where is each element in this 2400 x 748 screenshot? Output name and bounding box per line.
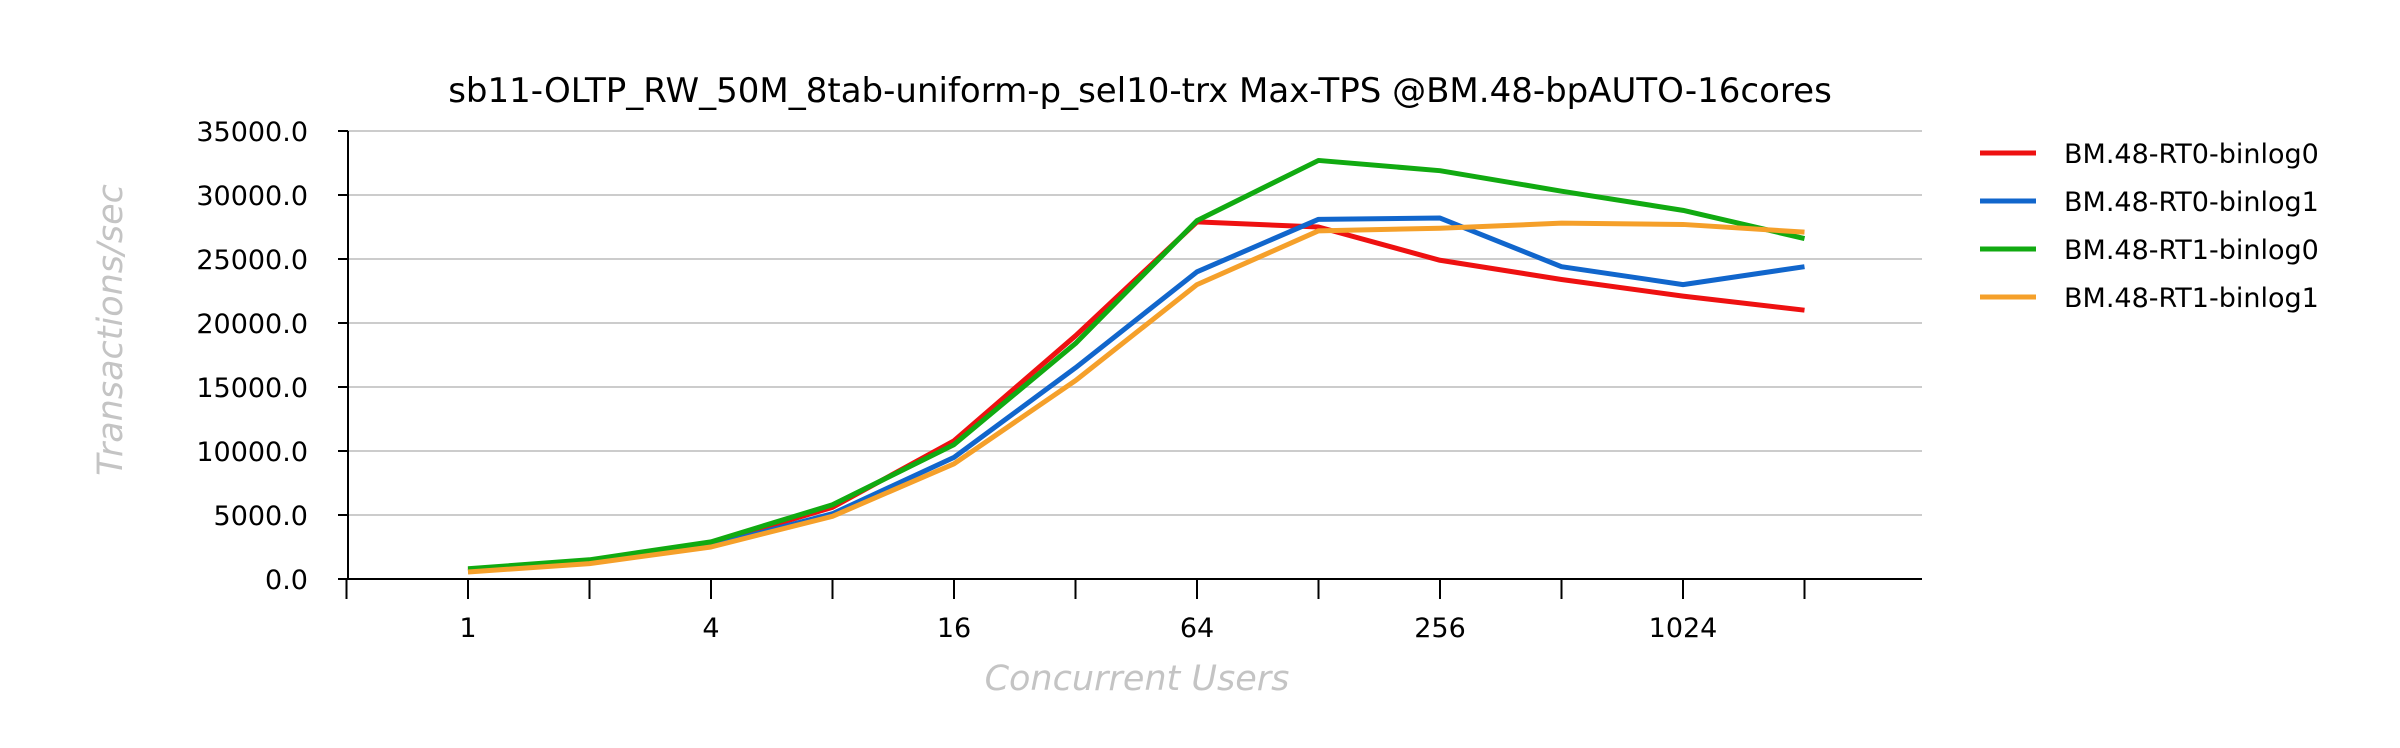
legend-label: BM.48-RT1-binlog0 [2064, 235, 2319, 266]
y-tick-label: 35000.0 [196, 117, 308, 148]
x-tick-label: 16 [937, 613, 971, 644]
x-tick-label: 1 [459, 613, 476, 644]
y-tick-label: 5000.0 [214, 501, 308, 532]
series-line-4 [467, 220, 1805, 575]
series-line-3 [467, 157, 1806, 572]
y-tick-label: 20000.0 [196, 309, 308, 340]
y-axis-label: Transactions/sec [91, 184, 131, 476]
x-tick-label: 4 [702, 613, 719, 644]
y-tick-label: 0.0 [265, 565, 308, 596]
x-axis-label: Concurrent Users [985, 659, 1290, 699]
x-tick-label: 1024 [1649, 613, 1718, 644]
legend-label: BM.48-RT0-binlog1 [2064, 187, 2319, 218]
x-tick-label: 64 [1180, 613, 1214, 644]
y-tick-labels: 0.0 5000.0 10000.0 15000.0 20000.0 25000.0 300… [196, 117, 308, 596]
axes [338, 130, 1922, 599]
series-line-2 [467, 215, 1805, 574]
y-tick-label: 15000.0 [196, 373, 308, 404]
legend-label: BM.48-RT0-binlog0 [2064, 139, 2319, 170]
x-tick-labels: 1 4 16 64 256 1024 [459, 613, 1717, 644]
gridlines [348, 130, 1922, 516]
y-tick-label: 10000.0 [196, 437, 308, 468]
legend: BM.48-RT0-binlog0 BM.48-RT0-binlog1 BM.48-… [1980, 139, 2319, 314]
x-tick-label: 256 [1414, 613, 1466, 644]
y-tick-label: 25000.0 [196, 245, 308, 276]
series-lines [467, 157, 1806, 575]
legend-label: BM.48-RT1-binlog1 [2064, 283, 2319, 314]
y-tick-label: 30000.0 [196, 181, 308, 212]
chart-title: sb11-OLTP_RW_50M_8tab-uniform-p_sel10-tr… [448, 71, 1832, 111]
